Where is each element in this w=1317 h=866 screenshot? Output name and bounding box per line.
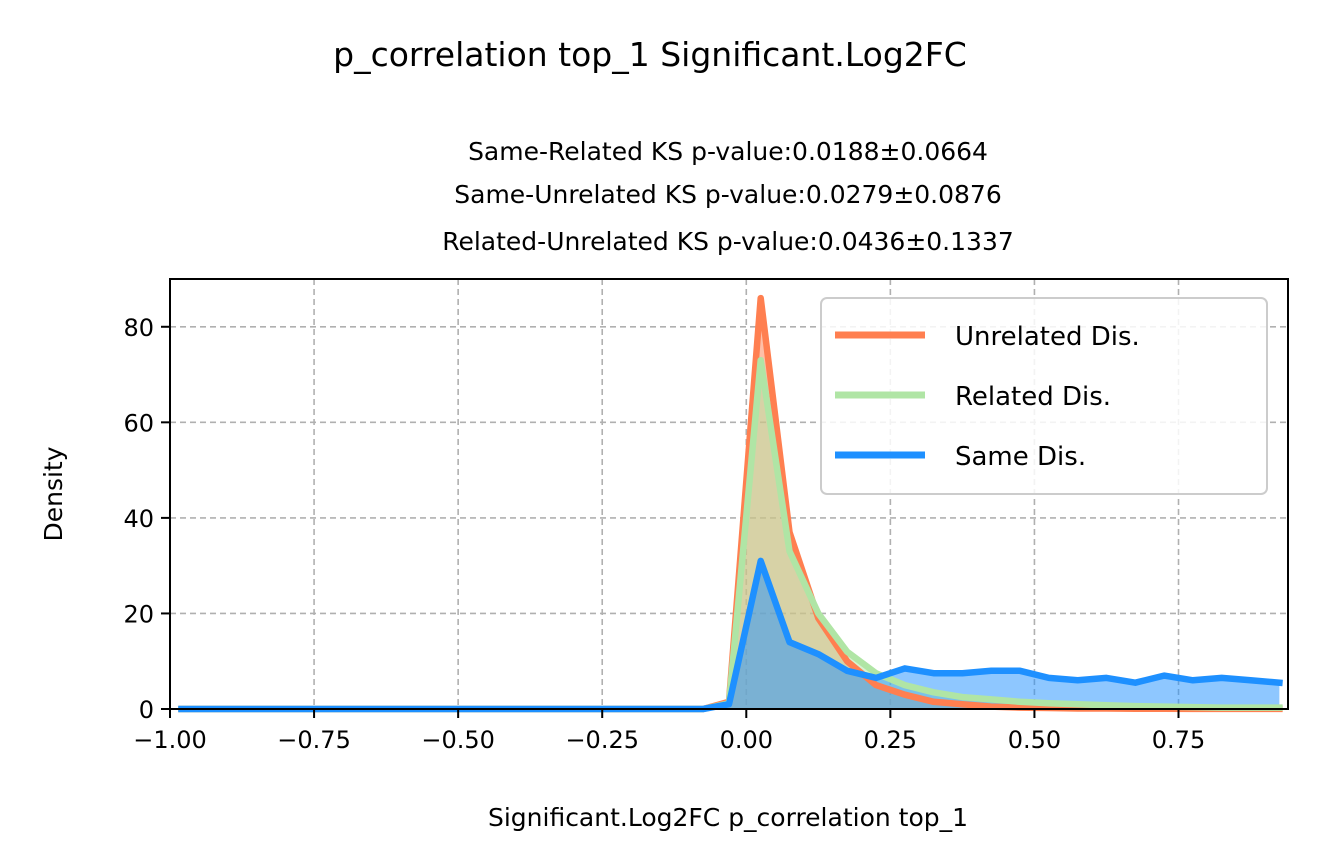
x-tick-label: 0.00 (720, 726, 773, 754)
legend-label: Related Dis. (955, 382, 1111, 412)
y-axis-label: Density (39, 446, 68, 541)
x-axis-label: Significant.Log2FC p_correlation top_1 (488, 803, 968, 832)
legend-label: Same Dis. (955, 442, 1086, 472)
legend-label: Unrelated Dis. (955, 322, 1140, 352)
y-tick-label: 0 (139, 696, 154, 724)
subtitle-line-3: Related-Unrelated KS p-value:0.0436±0.13… (442, 227, 1014, 256)
legend: Unrelated Dis. Related Dis. Same Dis. (820, 297, 1268, 495)
x-axis-ticks: −1.00 −0.75 −0.50 −0.25 0.00 0.25 0.50 0.75 (133, 709, 1205, 754)
subtitle-line-1: Same-Related KS p-value:0.0188±0.0664 (468, 137, 988, 166)
x-tick-label: −0.25 (565, 726, 639, 754)
y-tick-label: 20 (123, 600, 154, 628)
same-disline (178, 557, 1283, 713)
related-disline (178, 356, 1283, 713)
chart-title: p_correlation top_1 Significant.Log2FC (333, 35, 967, 74)
x-tick-label: 0.25 (864, 726, 917, 754)
x-tick-label: −0.75 (277, 726, 351, 754)
y-tick-label: 60 (123, 409, 154, 437)
x-tick-label: −0.50 (421, 726, 495, 754)
x-tick-label: 0.50 (1008, 726, 1061, 754)
plot-frame (169, 278, 1289, 710)
y-tick-label: 80 (123, 314, 154, 342)
y-axis-ticks: 0 20 40 60 80 (123, 314, 170, 724)
x-tick-label: 0.75 (1152, 726, 1205, 754)
y-tick-label: 40 (123, 505, 154, 533)
x-tick-label: −1.00 (133, 726, 207, 754)
legend-box (820, 297, 1268, 495)
subtitle-line-2: Same-Unrelated KS p-value:0.0279±0.0876 (454, 180, 1002, 209)
